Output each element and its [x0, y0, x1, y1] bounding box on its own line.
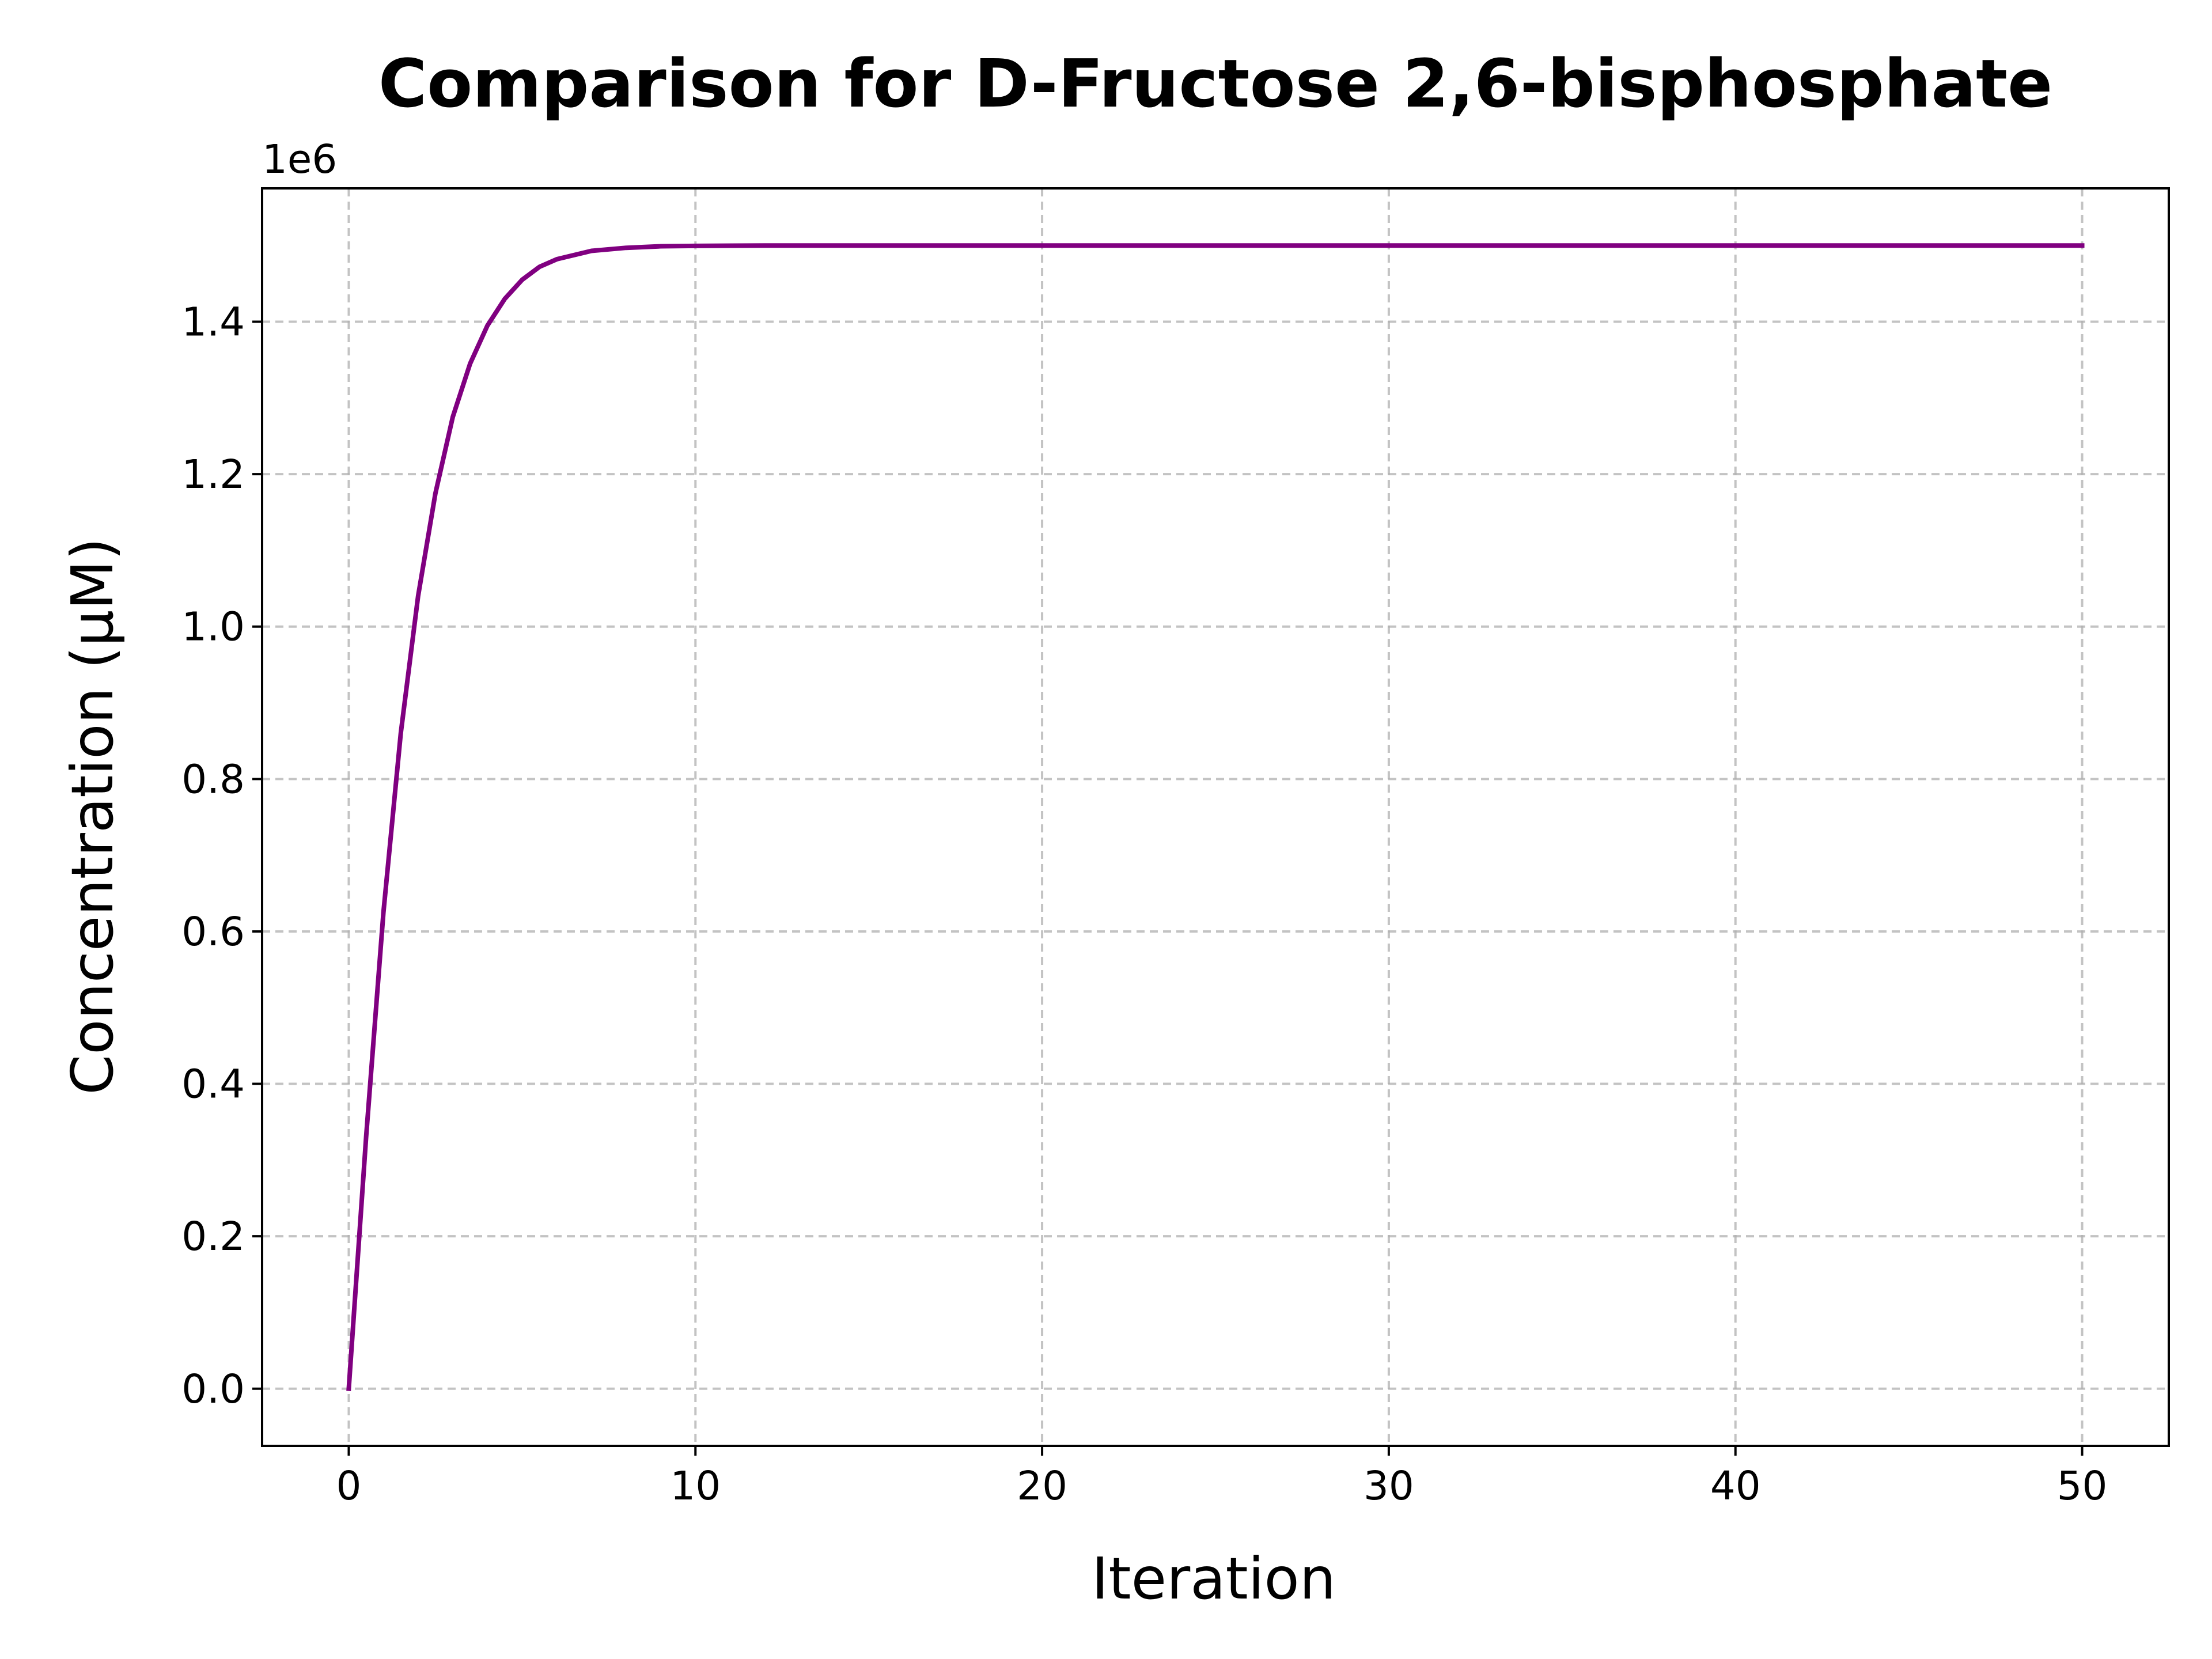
x-axis-label: Iteration — [1092, 1545, 1336, 1612]
x-tick-label: 30 — [1363, 1463, 1414, 1509]
y-axis-label: Concentration (μM) — [59, 537, 126, 1094]
tick-marks — [252, 320, 2084, 1456]
x-tick-label: 20 — [1017, 1463, 1067, 1509]
y-tick-label: 0.4 — [181, 1062, 245, 1108]
series-line — [346, 243, 2085, 1392]
y-axis-offset-label: 1e6 — [262, 137, 337, 183]
y-tick-label: 0.2 — [181, 1214, 245, 1260]
x-tick-label: 50 — [2057, 1463, 2108, 1509]
axes-frame — [261, 187, 2170, 1447]
y-tick-label: 1.0 — [181, 604, 245, 650]
y-tick-label: 0.0 — [181, 1366, 245, 1412]
x-tick-label: 10 — [670, 1463, 721, 1509]
chart-title: Comparison for D-Fructose 2,6-bisphospha… — [378, 46, 2052, 123]
x-tick-label: 40 — [1710, 1463, 1761, 1509]
y-tick-label: 0.6 — [181, 909, 245, 955]
y-tick-label: 0.8 — [181, 756, 245, 802]
tick-labels: 0 10 20 30 40 50 0.0 0.2 0.4 0.6 0.8 1.0 1.2 1.4 — [181, 300, 2107, 1509]
x-tick-label: 0 — [336, 1463, 362, 1509]
y-tick-label: 1.2 — [181, 452, 245, 498]
grid-lines — [262, 188, 2169, 1446]
y-tick-label: 1.4 — [181, 300, 245, 346]
series-layer — [346, 243, 2085, 1392]
